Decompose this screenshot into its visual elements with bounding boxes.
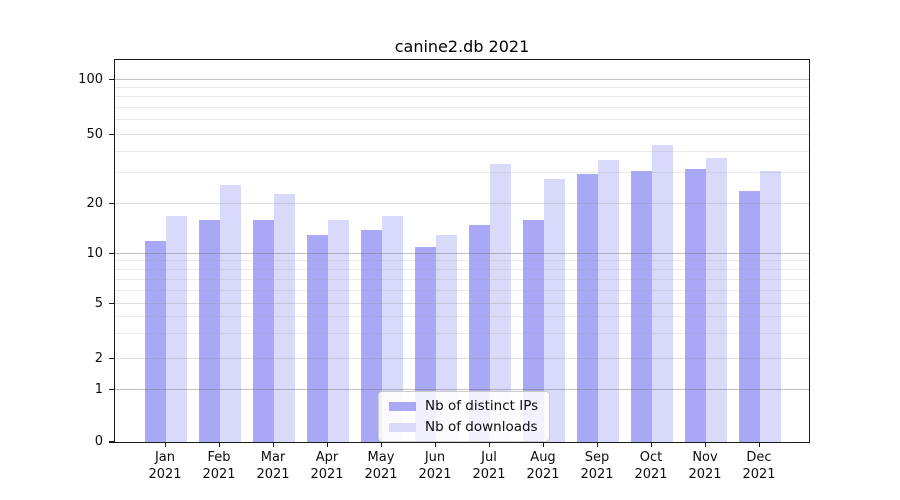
bar-ips-dec [738, 190, 760, 443]
bar-ips-jul [468, 225, 490, 443]
x-tick-label-feb: Feb 2021 [202, 450, 236, 482]
y-tick-0 [109, 441, 114, 443]
chart-title: canine2.db 2021 [394, 37, 530, 56]
bar-downloads-jul [490, 164, 512, 443]
x-tick-label-nov: Nov 2021 [688, 450, 722, 482]
x-tick-dec [758, 443, 760, 447]
y-tick-2 [109, 357, 114, 360]
y-tick-label-10: 10 [86, 245, 103, 261]
legend-swatch-downloads [389, 422, 416, 432]
legend-entry-downloads: Nb of downloads [389, 419, 538, 435]
x-tick-label-jul: Jul 2021 [472, 450, 506, 482]
x-tick-nov [704, 443, 706, 447]
bar-ips-may [360, 230, 382, 443]
bar-ips-mar [252, 220, 274, 443]
x-tick-jan [164, 443, 166, 447]
legend: Nb of distinct IPs Nb of downloads [378, 391, 551, 442]
y-tick-50 [109, 133, 114, 136]
x-tick-may [380, 443, 382, 447]
x-tick-feb [218, 443, 220, 447]
legend-swatch-ips [389, 401, 416, 411]
x-tick-sep [596, 443, 598, 447]
bar-downloads-mar [274, 193, 296, 443]
bar-downloads-aug [544, 178, 566, 443]
x-tick-label-mar: Mar 2021 [256, 450, 290, 482]
x-tick-label-jan: Jan 2021 [148, 450, 182, 482]
bars-layer [115, 60, 809, 443]
bar-ips-feb [198, 220, 220, 443]
bar-downloads-apr [328, 220, 350, 443]
bar-ips-apr [306, 235, 328, 443]
x-tick-aug [542, 443, 544, 447]
bar-downloads-sep [598, 160, 620, 443]
bar-ips-nov [684, 168, 706, 443]
x-tick-oct [650, 443, 652, 447]
y-tick-label-2: 2 [94, 350, 103, 366]
bar-downloads-dec [760, 171, 782, 443]
legend-entry-ips: Nb of distinct IPs [389, 398, 538, 414]
bar-downloads-may [382, 216, 404, 443]
y-tick-20 [109, 202, 114, 205]
y-tick-1 [109, 388, 114, 390]
bar-downloads-jan [166, 216, 188, 443]
x-tick-jun [434, 443, 436, 447]
x-tick-jul [488, 443, 490, 447]
y-tick-10 [109, 252, 114, 255]
y-tick-label-100: 100 [78, 71, 103, 87]
y-tick-label-5: 5 [94, 295, 103, 311]
bar-ips-aug [522, 220, 544, 443]
bar-ips-sep [576, 173, 598, 443]
legend-label-downloads: Nb of downloads [425, 419, 538, 435]
x-tick-label-apr: Apr 2021 [310, 450, 344, 482]
bar-downloads-nov [706, 157, 728, 443]
y-tick-label-0: 0 [94, 434, 103, 450]
bar-downloads-feb [220, 184, 242, 443]
y-tick-label-50: 50 [86, 126, 103, 142]
legend-label-ips: Nb of distinct IPs [425, 398, 539, 414]
x-tick-label-oct: Oct 2021 [634, 450, 668, 482]
x-tick-label-dec: Dec 2021 [742, 450, 776, 482]
x-tick-apr [326, 443, 328, 447]
x-tick-label-aug: Aug 2021 [526, 450, 560, 482]
y-tick-label-20: 20 [86, 195, 103, 211]
x-tick-mar [272, 443, 274, 447]
bar-downloads-jun [436, 235, 458, 443]
y-tick-100 [109, 78, 114, 80]
x-tick-label-jun: Jun 2021 [418, 450, 452, 482]
plot-area [114, 59, 810, 443]
bar-ips-oct [630, 171, 652, 443]
y-tick-label-1: 1 [94, 381, 103, 397]
bar-downloads-oct [652, 144, 674, 443]
x-tick-label-may: May 2021 [364, 450, 398, 482]
x-tick-label-sep: Sep 2021 [580, 450, 614, 482]
y-tick-5 [109, 302, 114, 305]
bar-ips-jan [144, 241, 166, 443]
